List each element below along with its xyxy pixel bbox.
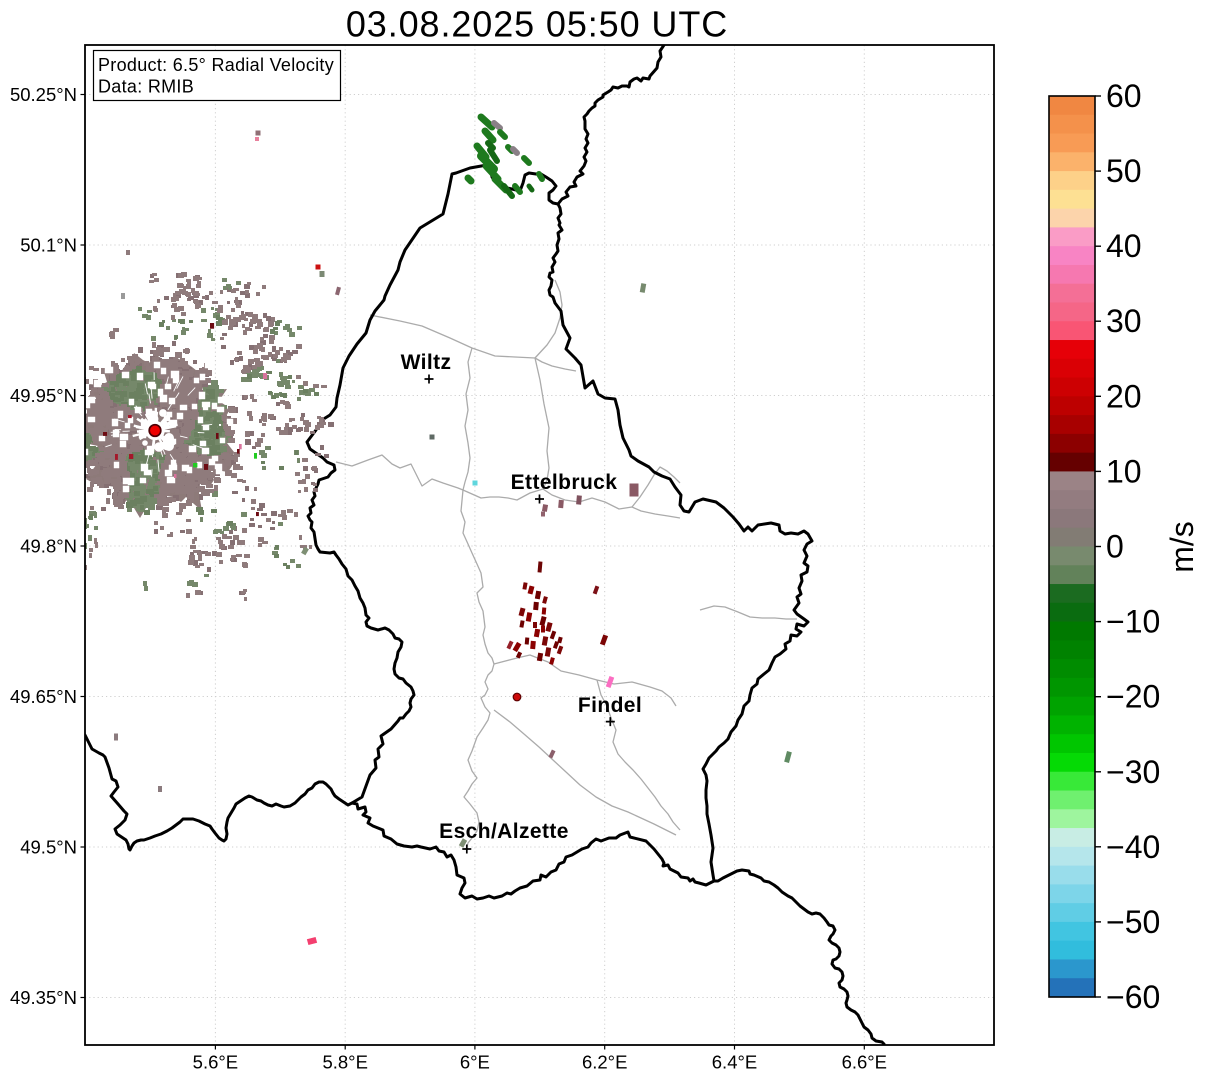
svg-text:6.6°E: 6.6°E [842,1052,887,1073]
svg-text:49.8°N: 49.8°N [20,536,77,557]
svg-text:Esch/Alzette: Esch/Alzette [439,820,569,843]
svg-text:0: 0 [1106,529,1124,565]
svg-text:03.08.2025 05:50 UTC: 03.08.2025 05:50 UTC [346,4,728,45]
svg-text:6.2°E: 6.2°E [582,1052,627,1073]
svg-text:−10: −10 [1106,604,1160,640]
svg-text:−60: −60 [1106,979,1160,1015]
svg-text:Ettelbruck: Ettelbruck [511,471,618,494]
svg-text:50.1°N: 50.1°N [20,235,77,256]
svg-text:m/s: m/s [1164,521,1200,573]
svg-text:Data: RMIB: Data: RMIB [98,77,194,97]
svg-text:60: 60 [1106,78,1142,114]
svg-text:30: 30 [1106,303,1142,339]
svg-text:−20: −20 [1106,679,1160,715]
svg-text:Findel: Findel [578,694,642,717]
svg-text:49.5°N: 49.5°N [20,837,77,858]
svg-text:−40: −40 [1106,829,1160,865]
svg-text:6°E: 6°E [460,1052,490,1073]
svg-text:50: 50 [1106,153,1142,189]
svg-text:20: 20 [1106,378,1142,414]
svg-text:10: 10 [1106,453,1142,489]
svg-text:49.35°N: 49.35°N [10,987,77,1008]
svg-text:5.6°E: 5.6°E [193,1052,238,1073]
svg-text:−50: −50 [1106,904,1160,940]
svg-text:Wiltz: Wiltz [401,351,452,374]
svg-text:49.95°N: 49.95°N [10,385,77,406]
svg-text:6.4°E: 6.4°E [712,1052,757,1073]
svg-text:−30: −30 [1106,754,1160,790]
svg-text:5.8°E: 5.8°E [322,1052,367,1073]
svg-text:49.65°N: 49.65°N [10,686,77,707]
svg-text:40: 40 [1106,228,1142,264]
svg-text:Product: 6.5° Radial Velocity: Product: 6.5° Radial Velocity [98,55,334,75]
svg-text:50.25°N: 50.25°N [10,84,77,105]
